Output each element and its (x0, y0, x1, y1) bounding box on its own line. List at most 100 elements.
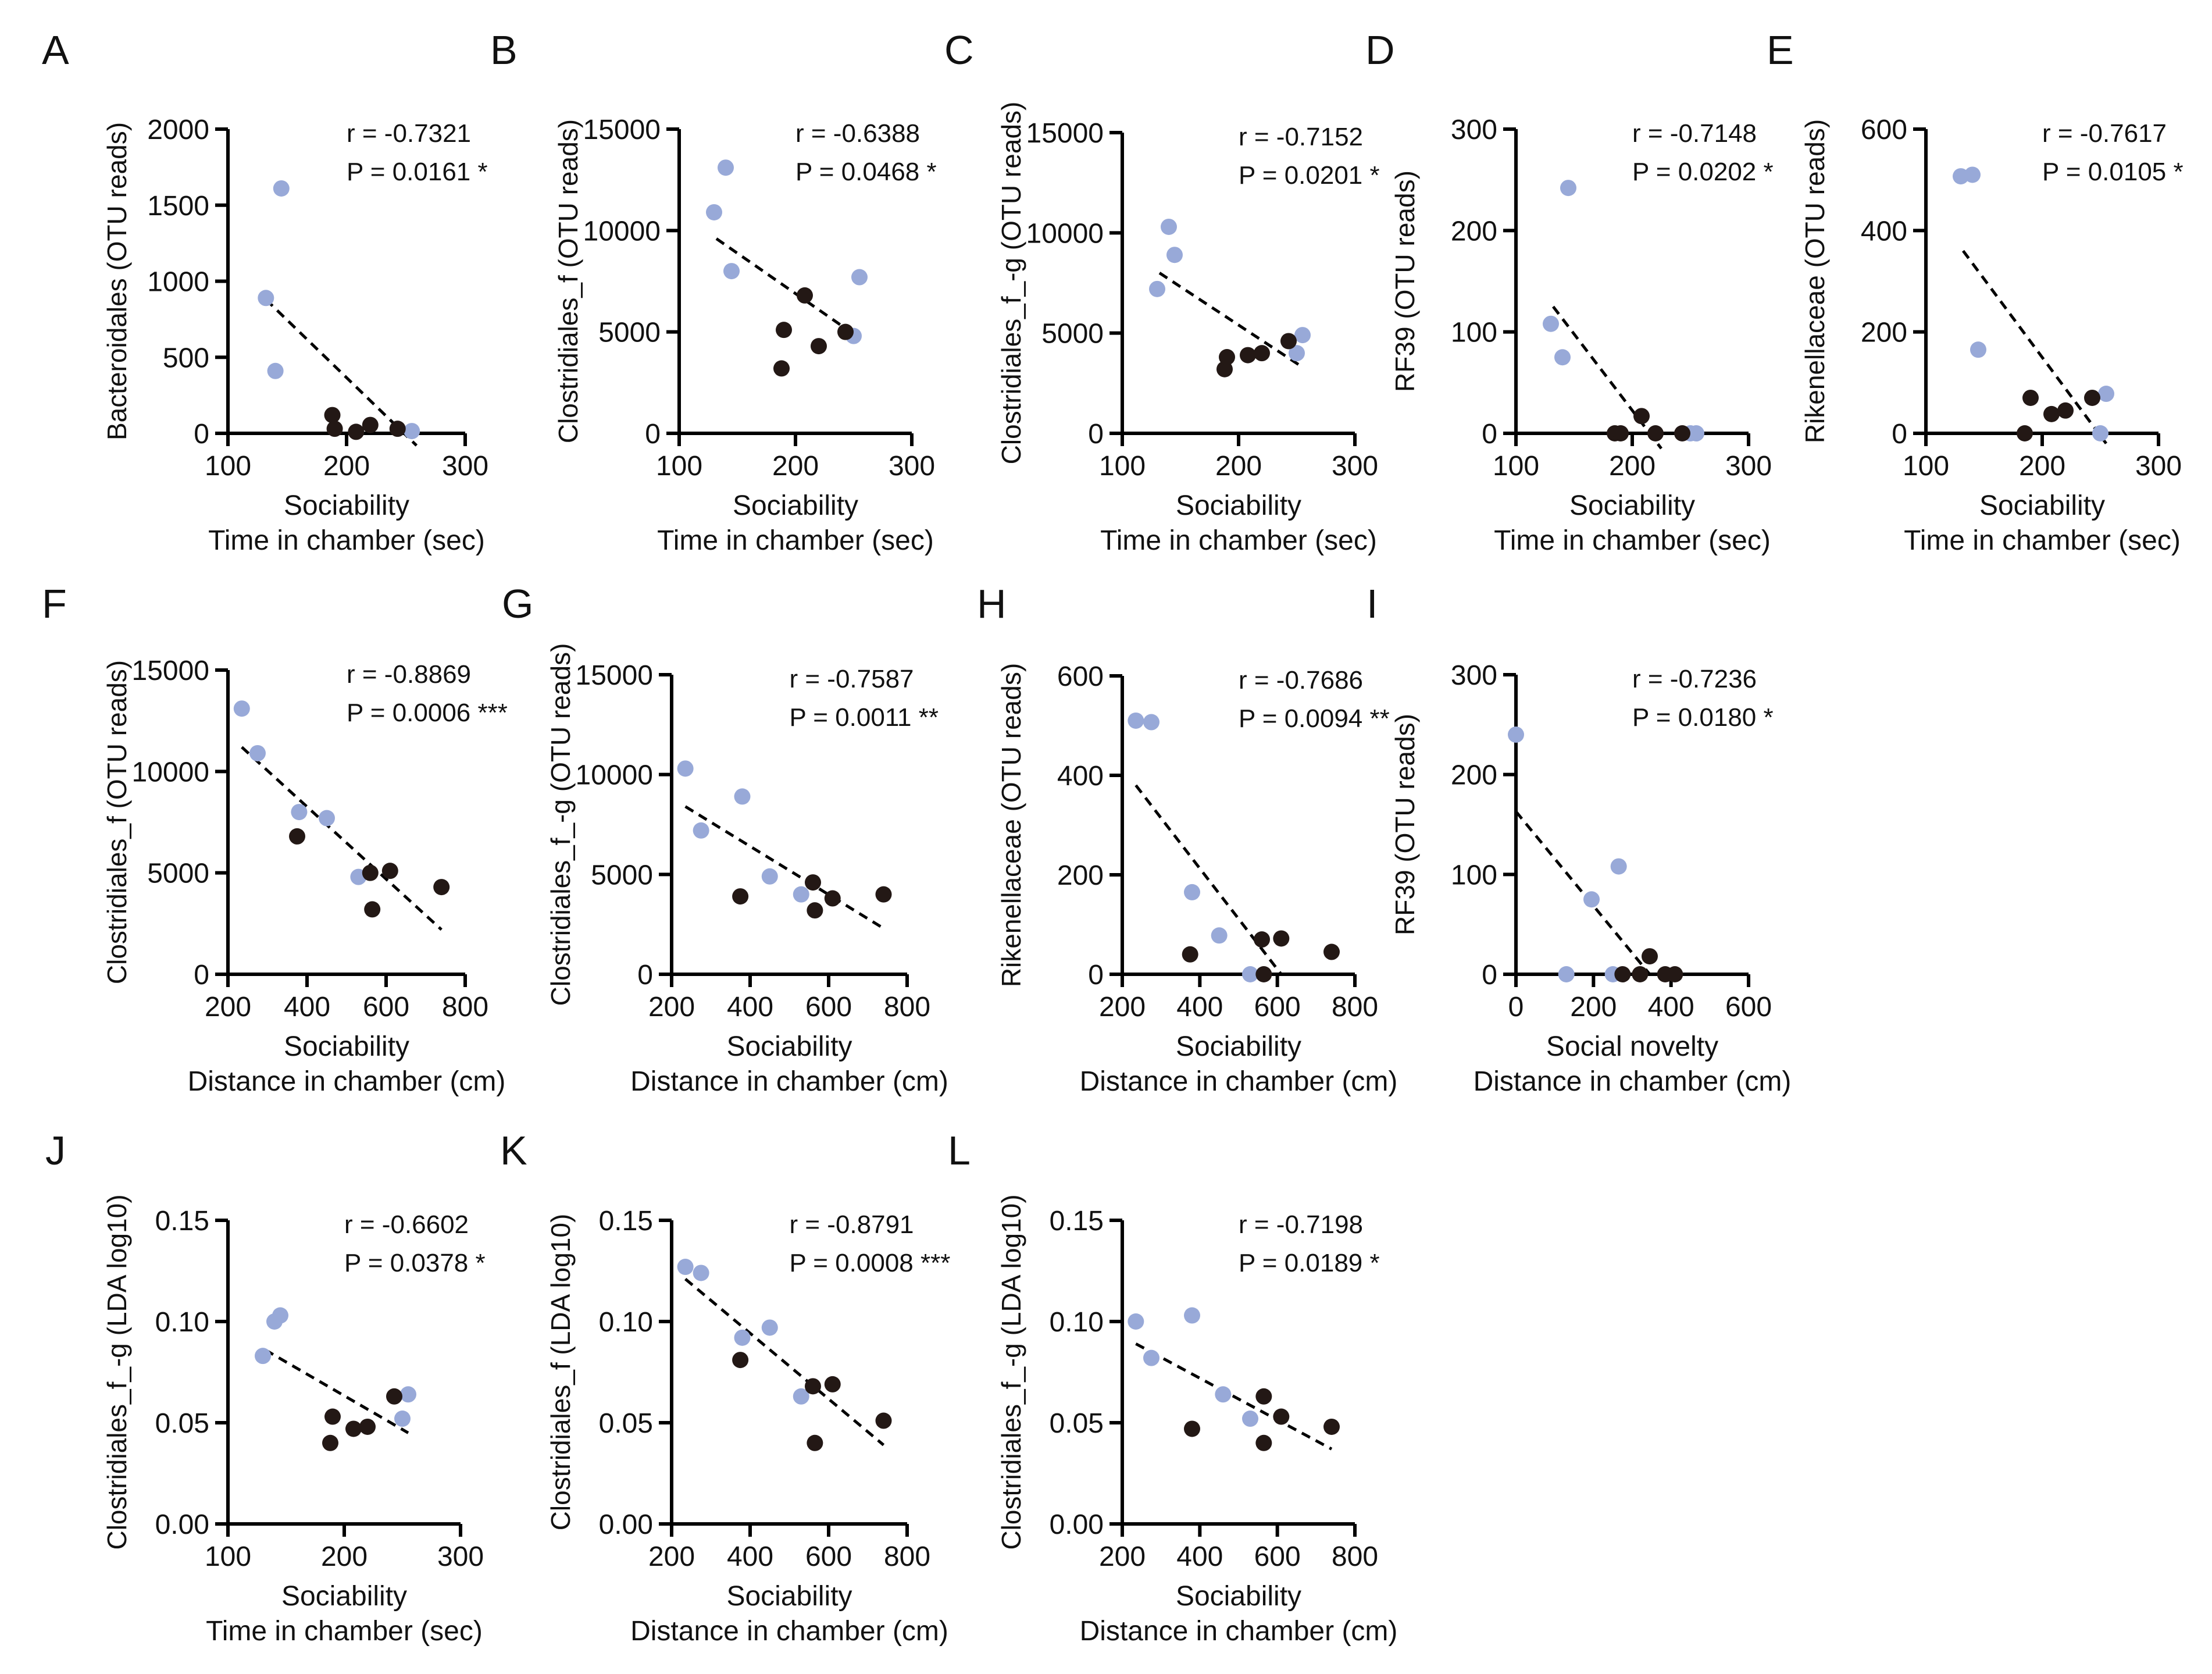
panel-I-point-blue (1583, 891, 1600, 908)
panel-J-fit-line (264, 1348, 409, 1434)
panel-C-point-blue (1166, 247, 1183, 263)
panel-I-r-value: r = -0.7236 (1632, 665, 1757, 693)
panel-C-point-blue (1289, 345, 1305, 362)
panel-K-xtick-label: 600 (805, 1541, 852, 1572)
panel-F-point-black (289, 828, 305, 845)
panel-G-ytick-label: 0 (637, 960, 653, 991)
panel-G-ytick-label: 5000 (591, 860, 653, 891)
panel-G-ylabel: Clostridiales_f_-g (OTU reads) (545, 643, 576, 1006)
panel-C-point-black (1254, 345, 1270, 362)
panel-J-p-value: P = 0.0378 * (344, 1249, 486, 1277)
panel-D-p-value: P = 0.0202 * (1632, 158, 1774, 186)
panel-A-p-value: P = 0.0161 * (347, 158, 488, 186)
panel-E-point-blue (2092, 425, 2108, 441)
panel-D-letter: D (1365, 27, 1395, 73)
panel-K-point-black (875, 1412, 892, 1429)
panel-A-point-blue (404, 423, 420, 440)
panel-H-point-blue (1128, 712, 1144, 729)
panel-K-point-blue (734, 1329, 751, 1346)
panel-L-point-black (1255, 1434, 1272, 1451)
panel-G-fit-line (684, 805, 884, 930)
panel-D-ytick-label: 300 (1451, 115, 1497, 145)
panel-L-xtick-label: 400 (1176, 1541, 1223, 1572)
panel-K-letter: K (500, 1128, 527, 1173)
panel-K-fit-line (684, 1278, 885, 1447)
panel-A-ytick-label: 1500 (147, 191, 209, 222)
panel-H-point-black (1255, 966, 1272, 982)
panel-B-xtick-label: 100 (656, 451, 702, 482)
panel-I-letter: I (1367, 581, 1378, 626)
panel-B-point-blue (706, 204, 722, 220)
panel-A-letter: A (42, 27, 69, 73)
panel-K-ytick-label: 0.10 (599, 1307, 653, 1338)
panel-G-point-blue (793, 886, 809, 903)
panel-G-point-black (807, 902, 823, 919)
panel-K-point-blue (761, 1319, 778, 1336)
panel-J-ytick-label: 0.00 (155, 1509, 209, 1540)
panel-B-p-value: P = 0.0468 * (795, 158, 937, 186)
panel-D-ytick-label: 100 (1451, 318, 1497, 348)
panel-B-point-black (837, 323, 854, 340)
panel-A-xtick-label: 300 (442, 451, 488, 482)
panel-D-r-value: r = -0.7148 (1632, 119, 1757, 148)
panel-L-letter: L (948, 1128, 971, 1173)
panel-A-ylabel: Bacteroidales (OTU reads) (102, 122, 132, 440)
panel-I-xlabel: Social novelty (1546, 1031, 1718, 1062)
panel-E-point-black (2022, 389, 2039, 406)
panel-G-xtick-label: 600 (805, 992, 852, 1023)
panel-L-p-value: P = 0.0189 * (1239, 1249, 1380, 1277)
panel-C-xtick-label: 200 (1215, 451, 1262, 482)
panel-H-fit-line (1134, 784, 1283, 975)
panel-K-ylabel: Clostridiales_f (LDA log10) (545, 1214, 576, 1531)
panel-C-ylabel: Clostridiales_f_-g (OTU reads) (996, 102, 1026, 465)
panel-L-point-black (1255, 1388, 1272, 1405)
panel-J-point-black (324, 1408, 341, 1425)
panel-F-ytick-label: 15000 (132, 656, 209, 686)
panel-F-xtick-label: 400 (284, 992, 330, 1023)
panel-K-ytick-label: 0.05 (599, 1408, 653, 1439)
panel-F-point-blue (249, 745, 266, 761)
panel-K-xlabel-2: Distance in chamber (cm) (630, 1616, 948, 1647)
panel-I-point-blue (1558, 966, 1575, 982)
panel-F-point-black (362, 864, 379, 881)
panel-L-ylabel: Clostridiales_f_-g (LDA log10) (996, 1194, 1026, 1550)
panel-H-point-black (1323, 943, 1340, 960)
panel-E-ytick-label: 600 (1861, 115, 1907, 145)
panel-E-point-blue (1964, 166, 1981, 183)
panel-C-ytick-label: 0 (1088, 419, 1104, 450)
panel-E-point-black (2043, 405, 2060, 422)
panel-G-r-value: r = -0.7587 (790, 665, 914, 693)
panel-H-ytick-label: 600 (1057, 661, 1104, 692)
panel-F-point-blue (291, 804, 308, 821)
panel-A-ytick-label: 500 (163, 343, 209, 373)
panel-K-point-blue (677, 1259, 694, 1276)
panel-G-p-value: P = 0.0011 ** (790, 703, 939, 732)
panel-H-xtick-label: 200 (1099, 992, 1146, 1023)
panel-B-ytick-label: 10000 (583, 216, 661, 247)
panel-K-xlabel: Sociability (726, 1581, 852, 1612)
panel-I-fit-line (1515, 810, 1651, 975)
panel-H-ylabel: Rikenellaceae (OTU reads) (996, 663, 1026, 987)
panel-K-r-value: r = -0.8791 (790, 1210, 914, 1239)
panel-G-point-blue (734, 788, 751, 805)
panel-J-ytick-label: 0.05 (155, 1408, 209, 1439)
panel-B-point-black (797, 287, 813, 304)
panel-H-xlabel: Sociability (1176, 1031, 1301, 1062)
panel-J-point-blue (272, 1307, 288, 1324)
panel-E-p-value: P = 0.0105 * (2042, 158, 2184, 186)
panel-D-xlabel: Sociability (1569, 490, 1695, 521)
panel-K-ytick-label: 0.00 (599, 1509, 653, 1540)
panel-D-xtick-label: 200 (1609, 451, 1656, 482)
panel-F-ytick-label: 10000 (132, 757, 209, 788)
panel-D-xtick-label: 300 (1725, 451, 1772, 482)
panel-J-xtick-label: 100 (205, 1541, 251, 1572)
panel-B-point-black (773, 360, 790, 377)
panel-F-point-black (433, 879, 450, 896)
panel-A-xlabel-2: Time in chamber (sec) (208, 525, 485, 556)
panel-G-point-black (805, 874, 821, 891)
panel-G-point-black (875, 886, 892, 903)
panel-A-xtick-label: 200 (323, 451, 370, 482)
panel-J-r-value: r = -0.6602 (344, 1210, 469, 1239)
panel-A-xtick-label: 100 (205, 451, 251, 482)
